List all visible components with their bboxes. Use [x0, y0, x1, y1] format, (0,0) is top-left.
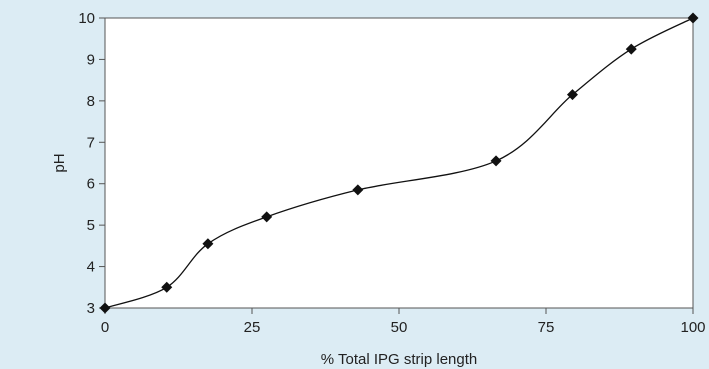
data-point-marker	[161, 281, 173, 293]
y-tick-label: 10	[78, 10, 95, 27]
x-tick-label: 0	[101, 319, 109, 336]
data-point-marker	[490, 155, 502, 167]
data-point-marker	[566, 89, 578, 101]
data-point-marker	[99, 302, 111, 314]
y-tick-label: 5	[87, 217, 95, 234]
x-tick-label: 25	[244, 319, 261, 336]
series-line	[104, 17, 694, 309]
y-axis-label: pH	[51, 153, 68, 172]
y-tick-label: 8	[87, 93, 95, 110]
y-tick-label: 4	[87, 259, 95, 276]
x-tick-label: 75	[538, 319, 555, 336]
y-tick-label: 3	[87, 300, 95, 317]
data-point-marker	[261, 211, 273, 223]
y-tick-label: 9	[87, 51, 95, 68]
data-point-marker	[202, 238, 214, 250]
data-point-marker	[687, 12, 699, 24]
plot-area	[104, 17, 694, 309]
data-point-marker	[352, 184, 364, 196]
data-point-marker	[625, 43, 637, 55]
y-axis: 3 4 5 6 7 8 9 10	[78, 10, 105, 317]
y-tick-label: 7	[87, 134, 95, 151]
x-axis-label: % Total IPG strip length	[321, 351, 477, 368]
x-tick-label: 100	[680, 319, 705, 336]
y-tick-label: 6	[87, 176, 95, 193]
x-axis: 0 25 50 75 100	[101, 308, 706, 336]
data-points	[99, 12, 699, 314]
x-tick-label: 50	[391, 319, 408, 336]
